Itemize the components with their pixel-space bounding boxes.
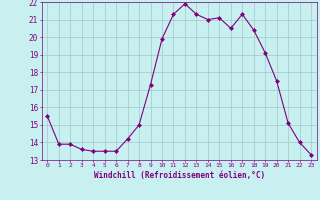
X-axis label: Windchill (Refroidissement éolien,°C): Windchill (Refroidissement éolien,°C) [94,171,265,180]
